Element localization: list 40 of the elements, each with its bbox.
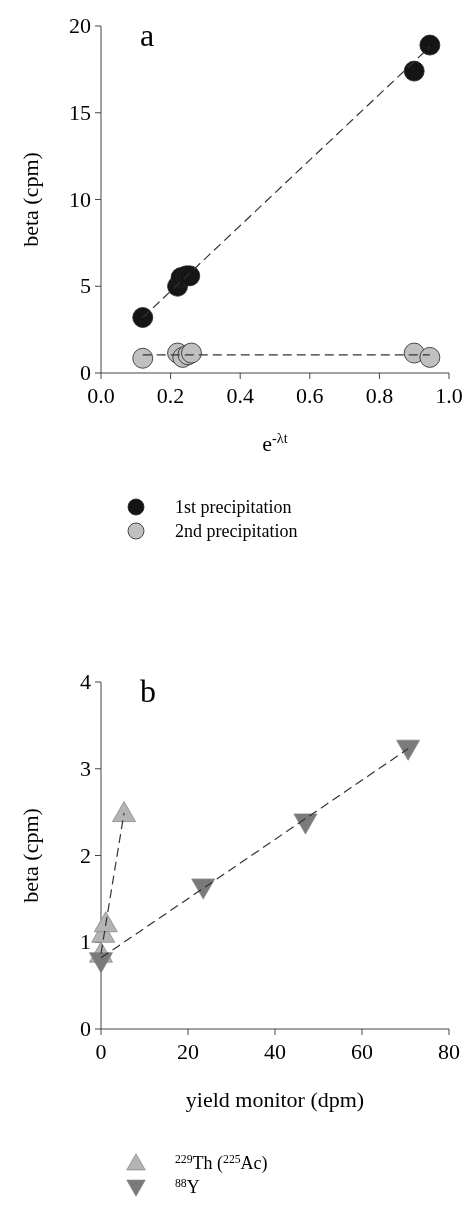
point: [396, 739, 421, 761]
point: [403, 60, 425, 82]
x-tick-label: 0.6: [296, 383, 324, 408]
y-tick-label: 10: [69, 186, 91, 212]
x-tick-label: 0.2: [156, 383, 185, 408]
y-tick-label: 5: [80, 273, 91, 299]
legend-label: 2nd precipitation: [175, 521, 298, 541]
point: [419, 347, 441, 368]
x-tick-label: 0.4: [226, 383, 254, 408]
chart-title: a: [140, 17, 155, 53]
y-tick-label: 20: [69, 13, 91, 38]
x-tick-label: 20: [177, 1039, 199, 1064]
x-axis-title: e$^{-λt}$: [262, 430, 288, 456]
legend-label: 1st precipitation: [175, 497, 292, 517]
point: [112, 801, 136, 823]
point: [191, 878, 216, 900]
y-tick-label: 15: [69, 99, 91, 125]
x-axis-title: yield monitor (dpm): [185, 1087, 365, 1112]
point: [419, 34, 441, 56]
y-tick-label: 3: [80, 755, 91, 781]
x-tick-label: 60: [351, 1039, 373, 1064]
point: [93, 911, 118, 933]
point: [293, 813, 318, 835]
x-tick-label: 1.0: [435, 383, 463, 408]
point: [132, 307, 154, 328]
y-tick-label: 0: [80, 1016, 91, 1041]
x-tick-label: 80: [438, 1039, 460, 1064]
legend-label: $^{88}$Y: [175, 1176, 200, 1197]
chart-title: b: [140, 673, 156, 709]
y-axis-title: beta (cpm): [18, 808, 43, 903]
y-tick-label: 0: [80, 360, 91, 385]
x-tick-label: 40: [264, 1039, 286, 1064]
x-tick-label: 0.0: [87, 383, 115, 408]
point: [132, 347, 154, 369]
legend-label: $^{229}$Th ($^{225}$Ac): [175, 1152, 268, 1174]
y-tick-label: 4: [80, 669, 91, 694]
y-tick-label: 1: [80, 929, 91, 955]
x-tick-label: 0.8: [365, 383, 394, 408]
y-axis-title: beta (cpm): [18, 152, 43, 247]
y-tick-label: 2: [80, 842, 91, 868]
